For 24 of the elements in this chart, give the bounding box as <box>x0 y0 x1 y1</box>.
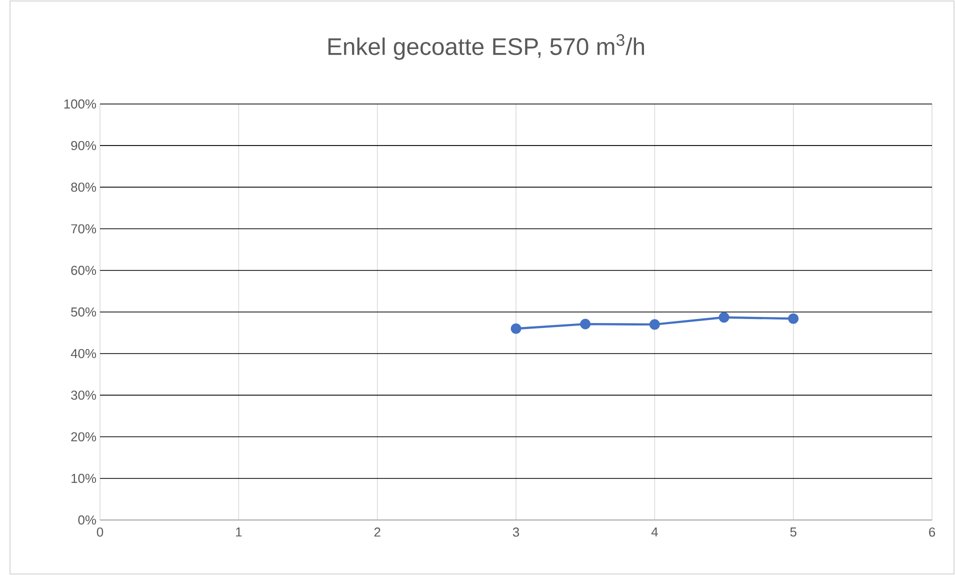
y-tick-label: 50% <box>71 307 96 317</box>
y-tick-label: 100% <box>64 99 96 109</box>
chart-title: Enkel gecoatte ESP, 570 m$^{3}$/h <box>328 34 644 60</box>
point <box>649 319 660 330</box>
y-tick-label: 80% <box>71 182 96 192</box>
x-tick-label: 1 <box>236 528 242 536</box>
y-tick-label: 60% <box>71 266 96 275</box>
x-tick-label: 3 <box>512 528 520 537</box>
x-tick-label: 5 <box>790 528 796 537</box>
y-tick-label: 90% <box>71 140 96 150</box>
x-tick-label: 4 <box>651 528 658 536</box>
y-tick-label: 0% <box>78 515 96 525</box>
point <box>788 313 799 324</box>
x-tick-label: 0 <box>96 528 104 537</box>
y-tick-label: 10% <box>72 474 96 483</box>
x-tick-label: 6 <box>929 528 936 537</box>
x-tick-label: 2 <box>374 528 380 537</box>
y-tick-label: 20% <box>71 432 96 442</box>
point <box>718 312 730 323</box>
point <box>510 323 522 334</box>
point <box>580 318 591 330</box>
y-tick-label: 70% <box>71 224 96 234</box>
y-tick-label: 30% <box>71 390 96 400</box>
y-tick-label: 40% <box>70 348 96 358</box>
